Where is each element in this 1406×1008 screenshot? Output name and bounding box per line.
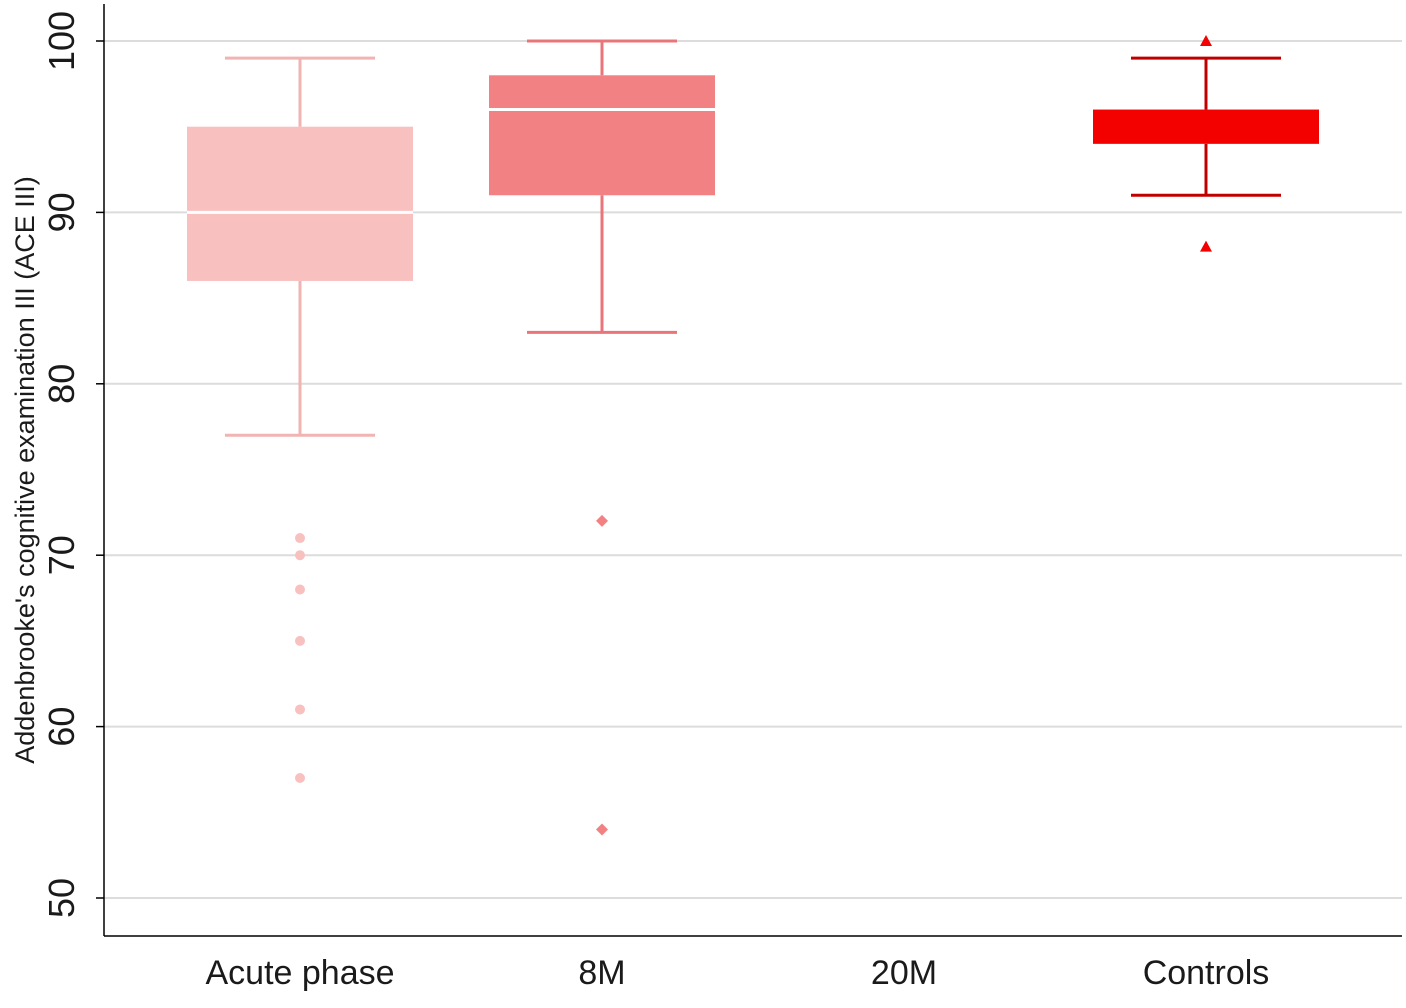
x-category-label-acute-phase: Acute phase	[205, 954, 394, 992]
x-category-label-controls: Controls	[1143, 954, 1270, 992]
y-tick-label-50: 50	[41, 878, 82, 918]
axes	[103, 4, 1402, 937]
box-iqr-8m	[489, 75, 715, 196]
box-8m	[489, 39, 715, 836]
box-iqr-acute-phase	[187, 126, 413, 281]
y-tick-labels: 50 60 70 80 90 100	[41, 11, 104, 918]
outlier-acute-phase-2	[295, 584, 305, 595]
x-category-label-8m: 8M	[578, 954, 625, 992]
outlier-acute-phase-3	[295, 635, 305, 646]
y-tick-label-60: 60	[41, 707, 82, 747]
y-tick-label-100: 100	[41, 11, 82, 71]
outlier-controls-1	[1200, 240, 1212, 252]
outlier-8m-0	[596, 514, 608, 527]
x-category-label-20m: 20M	[871, 954, 937, 992]
y-tick-label-70: 70	[41, 535, 82, 575]
y-axis-title: Addenbrooke's cognitive examination III …	[10, 176, 40, 763]
y-tick-label-80: 80	[41, 364, 82, 404]
y-tick-label-90: 90	[41, 192, 82, 232]
outlier-acute-phase-0	[295, 533, 305, 544]
outlier-acute-phase-5	[295, 773, 305, 784]
outlier-8m-1	[596, 823, 608, 836]
box-acute-phase	[187, 56, 413, 784]
outlier-controls-0	[1200, 35, 1212, 46]
outlier-acute-phase-1	[295, 550, 305, 561]
box-controls	[1093, 35, 1319, 252]
x-category-labels: Acute phase 8M 20M Controls	[205, 954, 1269, 992]
outlier-acute-phase-4	[295, 704, 305, 715]
box-series	[187, 35, 1319, 836]
